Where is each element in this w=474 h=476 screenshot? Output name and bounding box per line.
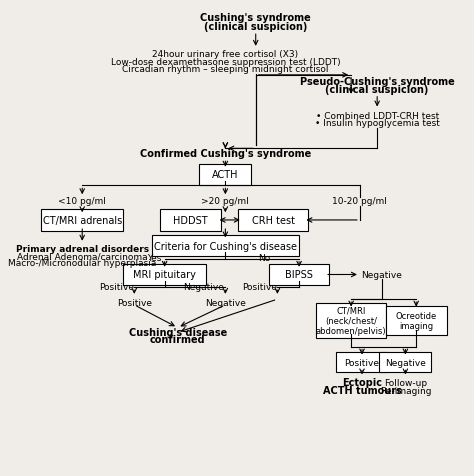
Text: Yes: Yes (146, 253, 161, 262)
Text: confirmed: confirmed (150, 335, 205, 345)
Text: <10 pg/ml: <10 pg/ml (58, 197, 106, 206)
Text: Adrenal Adenoma/carcinoma: Adrenal Adenoma/carcinoma (17, 251, 147, 260)
Text: Cushing's disease: Cushing's disease (128, 327, 227, 337)
Text: CT/MRI
(neck/chest/
abdomen/pelvis): CT/MRI (neck/chest/ abdomen/pelvis) (316, 306, 386, 336)
Text: Low-dose dexamethasone suppression test (LDDT): Low-dose dexamethasone suppression test … (110, 58, 340, 67)
Text: Criteria for Cushing's disease: Criteria for Cushing's disease (154, 241, 297, 251)
Text: (clinical suspicion): (clinical suspicion) (204, 22, 308, 32)
FancyBboxPatch shape (317, 303, 386, 338)
Text: Follow-up: Follow-up (384, 378, 427, 387)
Text: No: No (258, 253, 271, 262)
Text: Negative: Negative (183, 282, 224, 291)
Text: Ocreotide
imaging: Ocreotide imaging (396, 311, 437, 330)
Text: Primary adrenal disorders: Primary adrenal disorders (16, 245, 149, 254)
FancyBboxPatch shape (238, 210, 308, 231)
Text: Negative: Negative (361, 270, 402, 279)
Text: Positive: Positive (345, 358, 380, 367)
Text: HDDST: HDDST (173, 216, 208, 226)
Text: Positive: Positive (243, 282, 278, 291)
Text: • Combined LDDT-CRH test: • Combined LDDT-CRH test (316, 111, 439, 120)
Text: ACTH: ACTH (212, 170, 238, 180)
FancyBboxPatch shape (269, 264, 329, 286)
Text: 10-20 pg/ml: 10-20 pg/ml (332, 197, 387, 206)
Text: MRI pituitary: MRI pituitary (133, 270, 196, 280)
FancyBboxPatch shape (160, 210, 221, 231)
Text: Confirmed Cushing's syndrome: Confirmed Cushing's syndrome (140, 149, 311, 159)
Text: Macro-/Micronodular hyperplasia: Macro-/Micronodular hyperplasia (8, 258, 156, 267)
Text: CT/MRI adrenals: CT/MRI adrenals (43, 216, 122, 226)
Text: >20 pg/ml: >20 pg/ml (201, 197, 249, 206)
FancyBboxPatch shape (336, 353, 388, 372)
FancyBboxPatch shape (379, 353, 431, 372)
Text: CRH test: CRH test (252, 216, 294, 226)
FancyBboxPatch shape (386, 307, 447, 335)
FancyBboxPatch shape (41, 210, 123, 231)
Text: Ectopic: Ectopic (342, 377, 382, 387)
Text: Negative: Negative (385, 358, 426, 367)
FancyBboxPatch shape (152, 236, 299, 257)
FancyBboxPatch shape (123, 264, 206, 286)
Text: ACTH tumours: ACTH tumours (323, 386, 401, 396)
Text: 24hour urinary free cortisol (X3): 24hour urinary free cortisol (X3) (152, 50, 299, 60)
Text: Pseudo-Cushing's syndrome: Pseudo-Cushing's syndrome (300, 77, 455, 87)
Text: BIPSS: BIPSS (285, 270, 313, 280)
Text: Positive: Positive (117, 299, 152, 308)
Text: Cushing's syndrome: Cushing's syndrome (201, 13, 311, 23)
Text: Positive: Positive (100, 282, 135, 291)
Text: • Insulin hypoglycemia test: • Insulin hypoglycemia test (315, 119, 439, 128)
Text: Negative: Negative (205, 299, 246, 308)
Text: (clinical suspicion): (clinical suspicion) (326, 85, 429, 95)
Text: Circadian rhythm – sleeping midnight cortisol: Circadian rhythm – sleeping midnight cor… (122, 65, 328, 74)
Text: Re-imaging: Re-imaging (380, 386, 431, 395)
FancyBboxPatch shape (200, 164, 251, 186)
